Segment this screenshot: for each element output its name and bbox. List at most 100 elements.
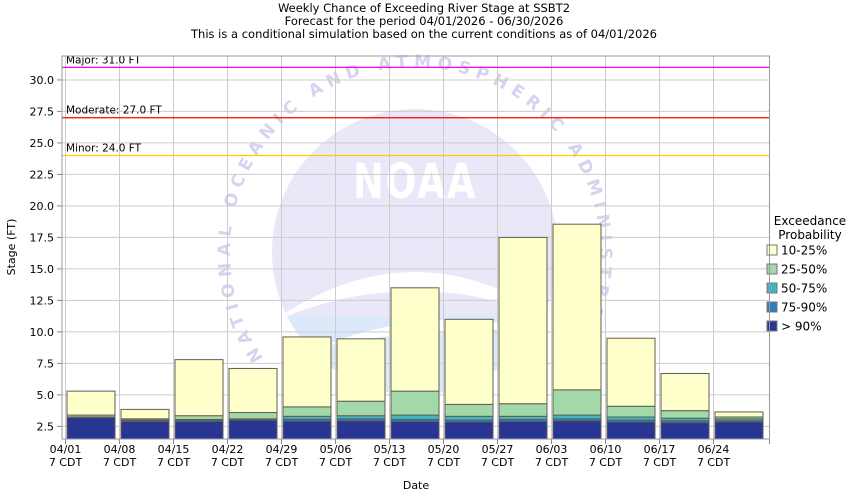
bar-06/03 — [552, 223, 602, 440]
legend-title-line1: Exceedance — [774, 214, 846, 228]
bar-segment — [336, 420, 386, 440]
x-tick-sub-label: 7 CDT — [319, 456, 353, 469]
bar-segment — [552, 420, 602, 440]
bar-segment — [228, 419, 278, 440]
bar-segment — [120, 408, 170, 420]
bar-06/24 — [714, 411, 764, 440]
x-tick-label: 04/22 — [212, 443, 244, 456]
legend-label: 50-75% — [781, 282, 827, 296]
x-tick-sub-label: 7 CDT — [211, 456, 245, 469]
chart-subtitle-2: This is a conditional simulation based o… — [190, 27, 657, 41]
x-tick-label: 05/13 — [374, 443, 406, 456]
y-tick-label: 12.5 — [30, 294, 55, 307]
bar-segment — [444, 403, 494, 417]
bar-04/29 — [282, 336, 332, 440]
bar-segment — [660, 410, 710, 419]
bar-segment — [66, 417, 116, 440]
bar-segment — [714, 421, 764, 440]
x-tick-sub-label: 7 CDT — [265, 456, 299, 469]
bar-segment — [282, 406, 332, 417]
bar-segment — [336, 338, 386, 402]
bar-segment — [498, 236, 548, 405]
y-tick-label: 27.5 — [30, 105, 55, 118]
bar-segment — [390, 390, 440, 416]
bar-segment — [498, 403, 548, 417]
bar-segment — [174, 415, 224, 420]
legend-swatch — [766, 263, 778, 275]
x-axis-title: Date — [403, 479, 430, 492]
bar-04/22 — [228, 367, 278, 440]
bar-06/17 — [660, 372, 710, 440]
noaa-gull-icon — [272, 272, 558, 322]
bar-05/06 — [336, 338, 386, 440]
bar-segment — [174, 420, 224, 440]
bar-segment — [660, 422, 710, 440]
bar-segment — [606, 421, 656, 440]
x-tick-sub-label: 7 CDT — [427, 456, 461, 469]
bar-04/01 — [66, 390, 116, 440]
legend-swatch — [766, 282, 778, 294]
y-tick-label: 22.5 — [30, 168, 55, 181]
bar-segment — [390, 287, 440, 392]
y-tick-label: 30.0 — [30, 74, 55, 87]
legend-swatch — [766, 301, 778, 313]
legend-swatch — [766, 244, 778, 256]
bar-segment — [606, 337, 656, 407]
legend-title-line2: Probability — [778, 228, 841, 242]
bar-06/10 — [606, 337, 656, 440]
bar-segment — [228, 412, 278, 420]
y-tick-label: 20.0 — [30, 200, 55, 213]
x-tick-label: 04/29 — [266, 443, 298, 456]
threshold-label-moderate: Moderate: 27.0 FT — [66, 105, 162, 117]
legend-swatch — [766, 320, 778, 332]
chart-title: Weekly Chance of Exceeding River Stage a… — [278, 1, 570, 15]
x-tick-sub-label: 7 CDT — [697, 456, 731, 469]
y-axis-title: Stage (FT) — [5, 219, 18, 276]
x-tick-sub-label: 7 CDT — [481, 456, 515, 469]
bar-segment — [552, 414, 602, 420]
threshold-label-major: Major: 31.0 FT — [66, 54, 141, 66]
x-tick-sub-label: 7 CDT — [535, 456, 569, 469]
x-tick-label: 04/15 — [158, 443, 190, 456]
bar-segment — [228, 367, 278, 414]
bar-segment — [552, 389, 602, 416]
bar-segment — [444, 421, 494, 440]
bar-segment — [444, 318, 494, 405]
bar-segment — [336, 400, 386, 417]
bar-04/08 — [120, 408, 170, 440]
bar-segment — [390, 414, 440, 420]
x-tick-label: 06/17 — [644, 443, 676, 456]
y-tick-label: 10.0 — [30, 326, 55, 339]
x-tick-label: 05/06 — [320, 443, 352, 456]
threshold-label-minor: Minor: 24.0 FT — [66, 143, 142, 155]
legend-label: 10-25% — [781, 244, 827, 258]
bar-segment — [714, 411, 764, 418]
x-tick-label: 06/24 — [698, 443, 730, 456]
legend-label: 75-90% — [781, 301, 827, 315]
bar-segment — [282, 420, 332, 440]
bar-05/13 — [390, 287, 440, 440]
x-tick-sub-label: 7 CDT — [157, 456, 191, 469]
y-tick-label: 25.0 — [30, 137, 55, 150]
x-tick-label: 05/20 — [428, 443, 460, 456]
x-tick-label: 04/08 — [104, 443, 136, 456]
x-tick-label: 06/10 — [590, 443, 622, 456]
bar-segment — [498, 420, 548, 440]
chart-subtitle: Forecast for the period 04/01/2026 - 06/… — [285, 14, 564, 28]
x-tick-sub-label: 7 CDT — [643, 456, 677, 469]
bar-segment — [120, 420, 170, 440]
bar-segment — [660, 372, 710, 412]
x-tick-sub-label: 7 CDT — [103, 456, 137, 469]
noaa-wordmark: NOAA — [353, 154, 477, 210]
y-tick-label: 5.0 — [37, 389, 55, 402]
y-tick-label: 15.0 — [30, 263, 55, 276]
x-tick-sub-label: 7 CDT — [589, 456, 623, 469]
legend-label: 25-50% — [781, 263, 827, 277]
bar-segment — [606, 405, 656, 418]
x-tick-label: 06/03 — [536, 443, 568, 456]
y-tick-label: 17.5 — [30, 231, 55, 244]
legend-label: > 90% — [781, 320, 822, 334]
x-tick-label: 05/27 — [482, 443, 514, 456]
